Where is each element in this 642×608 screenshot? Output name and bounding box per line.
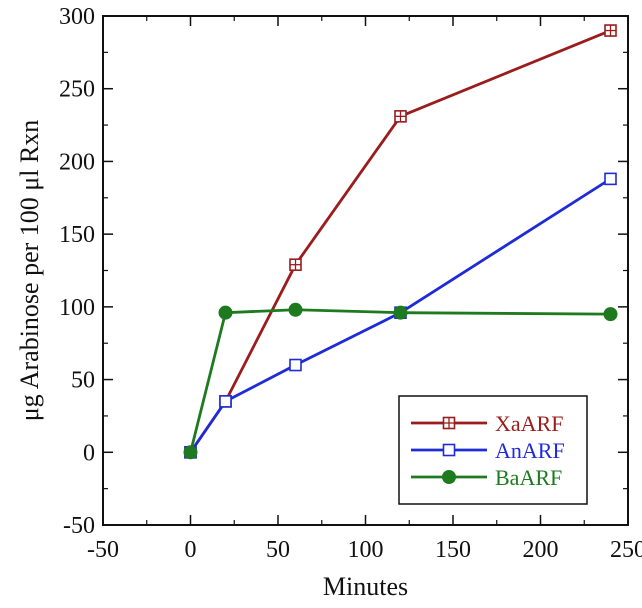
x-tick-label: 50 [266, 537, 290, 563]
series-baarf [183, 302, 618, 460]
y-tick-labels: -50 0 50 100 150 200 250 300 [59, 4, 95, 539]
x-tick-label: 250 [610, 537, 642, 563]
data-series [183, 24, 618, 460]
data-point-anarf [289, 358, 302, 372]
plot-frame [102, 15, 629, 526]
legend-label: BaARF [495, 465, 562, 490]
x-tick-label: -50 [87, 537, 119, 563]
legend-item-baarf: BaARF [411, 465, 562, 490]
data-point-baarf [218, 305, 233, 320]
x-tick-label: 100 [348, 537, 384, 563]
marker-shape [219, 395, 232, 408]
y-tick-label: 50 [71, 368, 95, 394]
legend-item-anarf: AnARF [411, 438, 565, 463]
data-point-xaarf [604, 24, 617, 37]
y-tick-label: 200 [59, 149, 95, 175]
legend-item-xaarf: XaARF [411, 411, 563, 436]
marker-shape [183, 445, 198, 460]
marker-shape [288, 302, 303, 317]
x-axis-label: Minutes [323, 572, 408, 601]
x-tick-label: 0 [185, 537, 197, 563]
y-tick-label: 300 [59, 4, 95, 30]
data-point-baarf [393, 305, 408, 320]
y-tick-label: 100 [59, 295, 95, 321]
legend-marker [442, 470, 456, 484]
y-tick-label: 150 [59, 222, 95, 248]
x-tick-labels: -50 0 50 100 150 200 250 [87, 537, 642, 563]
legend-label: AnARF [495, 438, 565, 463]
marker-shape [604, 172, 617, 186]
y-tick-label: 250 [59, 77, 95, 103]
marker-shape [603, 307, 618, 322]
data-point-anarf [219, 395, 232, 408]
y-tick-label: -50 [63, 513, 95, 539]
marker-shape [442, 443, 456, 457]
x-tick-label: 150 [435, 537, 471, 563]
legend-marker [442, 443, 456, 457]
data-point-xaarf [289, 258, 302, 271]
y-tick-label: 0 [83, 440, 95, 466]
marker-shape [218, 305, 233, 320]
data-point-baarf [288, 302, 303, 317]
legend-marker [442, 416, 456, 430]
y-axis-label: μg Arabinose per 100 μl Rxn [15, 120, 44, 422]
marker-shape [289, 358, 302, 372]
data-point-baarf [183, 445, 198, 460]
data-point-baarf [603, 307, 618, 322]
x-tick-label: 200 [523, 537, 559, 563]
marker-shape [393, 305, 408, 320]
data-point-xaarf [394, 110, 407, 123]
legend-label: XaARF [495, 411, 563, 436]
data-point-anarf [604, 172, 617, 186]
marker-shape [442, 470, 456, 484]
